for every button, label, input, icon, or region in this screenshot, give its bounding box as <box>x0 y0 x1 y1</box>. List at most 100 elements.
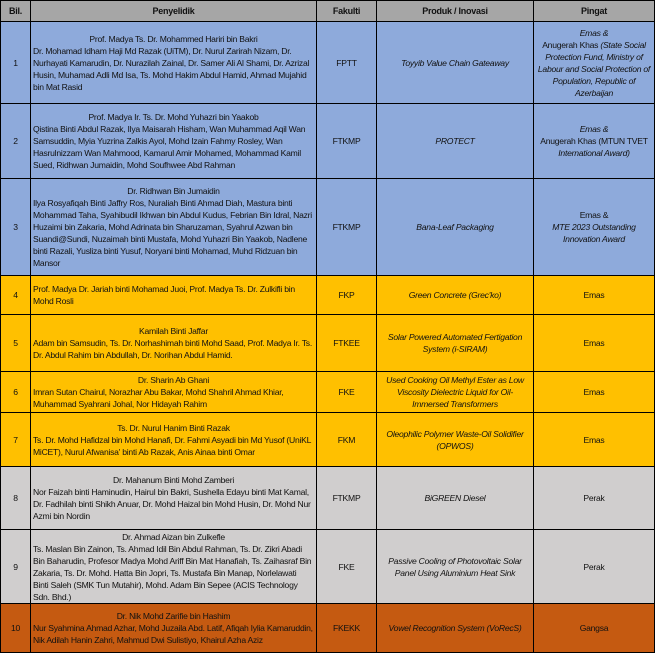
product-cell: Passive Cooling of Photovoltaic Solar Pa… <box>376 529 534 604</box>
researchers-cell: Kamilah Binti Jaffar Adam bin Samsudin, T… <box>30 314 317 372</box>
header-fakulti: Fakulti <box>316 0 377 22</box>
faculty-cell: FTKMP <box>316 466 377 530</box>
row-number: 3 <box>0 178 31 276</box>
faculty-cell: FKE <box>316 371 377 413</box>
faculty-cell: FKEKK <box>316 603 377 653</box>
row-number: 2 <box>0 103 31 179</box>
researchers-cell: Ts. Dr. Nurul Hanim Binti Razak Ts. Dr. M… <box>30 412 317 467</box>
award-text: Emas <box>583 338 605 348</box>
award-cell: Perak <box>533 466 655 530</box>
team-members: Ilya Rosyafiqah Binti Jaffry Ros, Nurali… <box>33 198 312 268</box>
header-pingat: Pingat <box>533 0 655 22</box>
award-cell: Gangsa <box>533 603 655 653</box>
award-cell: Emas & Anugerah Khas (State Social Protec… <box>533 21 655 104</box>
award-cell: Emas & Anugerah Khas (MTUN TVET Internati… <box>533 103 655 179</box>
award-text: Emas & <box>579 124 609 134</box>
team-members: Nor Faizah binti Haminudin, Hairul bin B… <box>33 487 311 521</box>
table-body: 1 Prof. Madya Ts. Dr. Mohammed Hariri bin… <box>0 21 655 653</box>
table-row: 4 Prof. Madya Dr. Jariah binti Mohamad Ju… <box>0 275 655 315</box>
product-cell: Vowel Recognition System (VoRecS) <box>376 603 534 653</box>
lead-researcher: Prof. Madya Ir. Ts. Dr. Mohd Yuhazri bin… <box>88 112 259 122</box>
table-row: 7 Ts. Dr. Nurul Hanim Binti Razak Ts. Dr. … <box>0 412 655 467</box>
row-number: 9 <box>0 529 31 604</box>
faculty-cell: FKP <box>316 275 377 315</box>
award-text: Gangsa <box>579 623 609 633</box>
award-text: Perak <box>583 561 605 572</box>
lead-researcher: Ts. Dr. Nurul Hanim Binti Razak <box>117 422 230 433</box>
lead-researcher: Dr. Sharin Ab Ghani <box>137 375 210 385</box>
table-row: 8 Dr. Mahanum Binti Mohd Zamberi Nor Faiza… <box>0 466 655 530</box>
lead-researcher: Dr. Nik Mohd Zarifie bin Hashim <box>116 611 231 621</box>
table-row: 9 Dr. Ahmad Aizan bin Zulkefle Ts. Maslan … <box>0 529 655 604</box>
award-text: Perak <box>583 493 605 503</box>
researchers-cell: Prof. Madya Ir. Ts. Dr. Mohd Yuhazri bin… <box>30 103 317 179</box>
award-text: International Award) <box>558 148 630 158</box>
row-number: 8 <box>0 466 31 530</box>
researchers-cell: Dr. Mahanum Binti Mohd Zamberi Nor Faizah… <box>30 466 317 530</box>
row-number: 4 <box>0 275 31 315</box>
product-cell: Oleophilic Polymer Waste-Oil Solidifier … <box>376 412 534 467</box>
researchers-cell: Prof. Madya Ts. Dr. Mohammed Hariri bin … <box>30 21 317 104</box>
faculty-cell: FTKMP <box>316 103 377 179</box>
table-row: 2 Prof. Madya Ir. Ts. Dr. Mohd Yuhazri bi… <box>0 103 655 179</box>
team-members: Dr. Mohamad Idham Haji Md Razak (UiTM), … <box>33 45 310 92</box>
lead-researcher: Dr. Ahmad Aizan bin Zulkefle <box>122 531 225 542</box>
award-cell: Emas <box>533 275 655 315</box>
faculty-cell: FPTT <box>316 21 377 104</box>
team-members: Imran Sutan Chairul, Norazhar Abu Bakar,… <box>33 387 284 409</box>
team-members: Ts. Dr. Mohd Hafidzal bin Mohd Hanafi, D… <box>33 434 311 457</box>
researchers-cell: Dr. Ahmad Aizan bin Zulkefle Ts. Maslan B… <box>30 529 317 604</box>
award-text: Anugerah Khas (MTUN TVET <box>540 136 648 146</box>
header-row: Bil. Penyelidik Fakulti Produk / Inovasi… <box>0 0 655 22</box>
researchers-cell: Dr. Sharin Ab Ghani Imran Sutan Chairul, … <box>30 371 317 413</box>
header-produk: Produk / Inovasi <box>376 0 534 22</box>
award-text: Emas <box>583 387 605 397</box>
product-cell: Used Cooking Oil Methyl Ester as Low Vis… <box>376 371 534 413</box>
product-cell: Green Concrete (Grec'ko) <box>376 275 534 315</box>
product-cell: PROTECT <box>376 103 534 179</box>
table-row: 6 Dr. Sharin Ab Ghani Imran Sutan Chairul,… <box>0 371 655 413</box>
team-members: Adam bin Samsudin, Ts. Dr. Norhashimah b… <box>33 338 312 360</box>
team-members: Prof. Madya Dr. Jariah binti Mohamad Juo… <box>33 284 295 306</box>
row-number: 1 <box>0 21 31 104</box>
award-cell: Emas <box>533 314 655 372</box>
researchers-cell: Prof. Madya Dr. Jariah binti Mohamad Juo… <box>30 275 317 315</box>
award-text: Anugerah Khas <box>542 39 601 50</box>
award-text: Emas & <box>579 210 609 220</box>
header-bil: Bil. <box>0 0 31 22</box>
row-number: 10 <box>0 603 31 653</box>
team-members: Nur Syahmina Ahmad Azhar, Mohd Juzaila A… <box>33 623 313 645</box>
faculty-cell: FKM <box>316 412 377 467</box>
table-row: 5 Kamilah Binti Jaffar Adam bin Samsudin, … <box>0 314 655 372</box>
award-text: MTE 2023 Outstanding Innovation Award <box>552 222 636 244</box>
faculty-cell: FKE <box>316 529 377 604</box>
team-members: Qistina Binti Abdul Razak, Ilya Maisarah… <box>33 124 306 170</box>
faculty-cell: FTKMP <box>316 178 377 276</box>
award-cell: Perak <box>533 529 655 604</box>
product-cell: Toyyib Value Chain Gateaway <box>376 21 534 104</box>
award-cell: Emas <box>533 412 655 467</box>
row-number: 5 <box>0 314 31 372</box>
award-cell: Emas <box>533 371 655 413</box>
award-text: (State Social Protection Fund, Ministry … <box>537 39 651 98</box>
table-row: 3 Dr. Ridhwan Bin Jumaidin Ilya Rosyafiqah… <box>0 178 655 276</box>
lead-researcher: Dr. Mahanum Binti Mohd Zamberi <box>113 475 234 485</box>
researchers-cell: Dr. Nik Mohd Zarifie bin Hashim Nur Syahm… <box>30 603 317 653</box>
product-cell: BiGREEN Diesel <box>376 466 534 530</box>
row-number: 6 <box>0 371 31 413</box>
row-number: 7 <box>0 412 31 467</box>
award-text: Emas & <box>579 27 609 38</box>
lead-researcher: Prof. Madya Ts. Dr. Mohammed Hariri bin … <box>89 33 258 44</box>
lead-researcher: Dr. Ridhwan Bin Jumaidin <box>127 186 220 196</box>
header-penyelidik: Penyelidik <box>30 0 317 22</box>
table-row: 1 Prof. Madya Ts. Dr. Mohammed Hariri bin… <box>0 21 655 104</box>
product-cell: Bana-Leaf Packaging <box>376 178 534 276</box>
product-cell: Solar Powered Automated Fertigation Syst… <box>376 314 534 372</box>
award-text: Emas <box>583 434 605 445</box>
award-cell: Emas & MTE 2023 Outstanding Innovation Aw… <box>533 178 655 276</box>
lead-researcher: Kamilah Binti Jaffar <box>139 326 208 336</box>
researchers-cell: Dr. Ridhwan Bin Jumaidin Ilya Rosyafiqah … <box>30 178 317 276</box>
team-members: Ts. Maslan Bin Zainon, Ts. Ahmad Idil Bi… <box>33 543 312 602</box>
table-row: 10 Dr. Nik Mohd Zarifie bin Hashim Nur Sya… <box>0 603 655 653</box>
